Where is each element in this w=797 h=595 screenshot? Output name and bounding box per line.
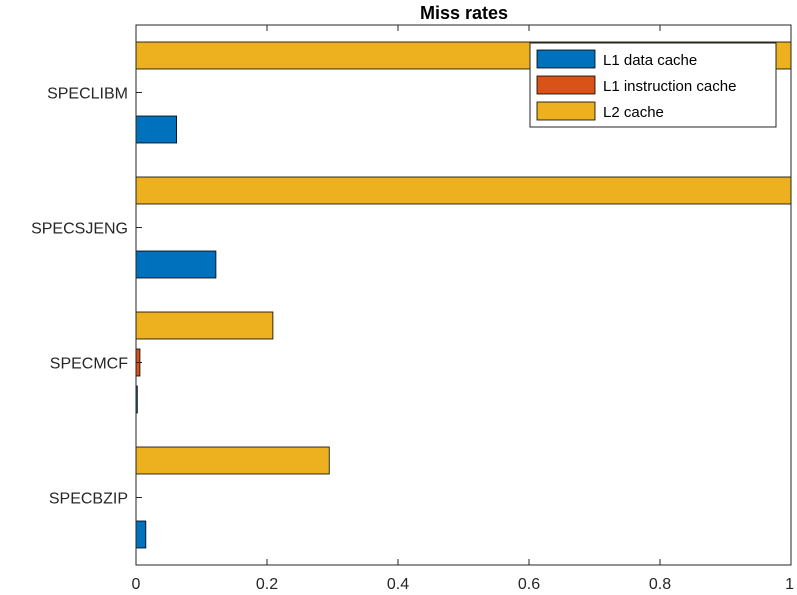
- x-tick-label: 0.8: [649, 576, 671, 593]
- bar-speclibm-l1-data-cache: [135, 115, 178, 144]
- legend-entry: L1 instruction cache: [603, 78, 736, 95]
- legend-swatch: [536, 49, 596, 69]
- x-tick-label: 1: [785, 576, 794, 593]
- y-tick-label: SPECBZIP: [49, 491, 128, 508]
- y-tick-label: SPECSJENG: [31, 221, 128, 238]
- legend-swatch: [536, 75, 596, 95]
- chart-title: Miss rates: [420, 3, 508, 23]
- legend-swatch: [536, 101, 596, 121]
- axes-frame: [135, 24, 792, 566]
- bar-specbzip-l2-cache: [135, 446, 330, 475]
- y-tick-label: SPECMCF: [50, 356, 128, 373]
- bar-specsjeng-l2-cache: [135, 176, 792, 205]
- x-tick-label: 0.6: [518, 576, 540, 593]
- bar-specsjeng-l1-data-cache: [135, 250, 217, 279]
- x-tick-label: 0.4: [387, 576, 409, 593]
- legend-entry: L2 cache: [603, 104, 664, 121]
- bar-specmcf-l2-cache: [135, 311, 274, 340]
- x-tick-label: 0: [132, 576, 141, 593]
- y-tick-label: SPECLIBM: [47, 86, 128, 103]
- legend: L1 data cache L1 instruction cache L2 cach…: [529, 42, 777, 128]
- legend-entry: L1 data cache: [603, 52, 697, 69]
- bar-specbzip-l1-data-cache: [135, 520, 147, 549]
- x-tick-label: 0.2: [256, 576, 278, 593]
